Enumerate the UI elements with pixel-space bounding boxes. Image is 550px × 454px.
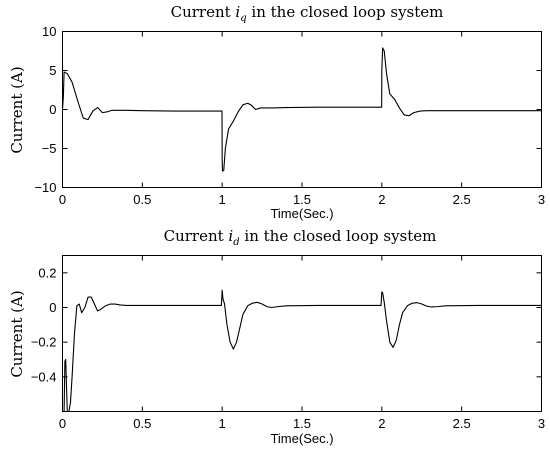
chart-iq-x-tick-label: 1.5 [293, 192, 311, 207]
chart-id-x-axis-label: Time(Sec.) [270, 431, 333, 446]
chart-id-y-tick-label: −0.2 [31, 335, 57, 350]
chart-id-y-tick-label: 0 [49, 300, 56, 315]
chart-iq-x-axis-label: Time(Sec.) [270, 206, 333, 221]
chart-id-x-tick-label: 0.5 [133, 416, 151, 431]
chart-iq-y-tick-label: −5 [42, 141, 57, 156]
chart-id-y-tick-label: −0.4 [31, 369, 57, 384]
chart-iq: Current iq in the closed loop system 0 0.… [8, 3, 545, 221]
chart-iq-y-axis-label: Current (A) [8, 66, 26, 153]
chart-id-x-tick-label: 2 [378, 416, 385, 431]
chart-id: Current id in the closed loop system 0 0.… [8, 227, 545, 446]
chart-iq-y-tick-label: −10 [34, 180, 56, 195]
chart-id-ticks: 0 0.5 1 1.5 2 2.5 3 −0.4 −0.2 0 0.2 [31, 255, 545, 431]
chart-iq-x-tick-label: 1 [219, 192, 226, 207]
chart-id-x-tick-label: 1.5 [293, 416, 311, 431]
chart-id-series-line [63, 289, 542, 412]
chart-iq-ticks: 0 0.5 1 1.5 2 2.5 3 −10 −5 0 5 10 [34, 24, 545, 207]
chart-iq-x-tick-label: 2.5 [453, 192, 471, 207]
chart-iq-x-tick-label: 0.5 [133, 192, 151, 207]
chart-id-title: Current id in the closed loop system [164, 227, 437, 248]
chart-id-x-tick-label: 0 [59, 416, 66, 431]
chart-iq-y-tick-label: 5 [49, 63, 56, 78]
chart-id-x-tick-label: 2.5 [453, 416, 471, 431]
chart-id-y-tick-label: 0.2 [38, 265, 56, 280]
chart-iq-y-tick-label: 10 [42, 24, 56, 39]
chart-id-x-tick-label: 3 [538, 416, 545, 431]
chart-iq-x-tick-label: 3 [538, 192, 545, 207]
chart-iq-title: Current iq in the closed loop system [171, 3, 444, 24]
chart-iq-plot-frame [62, 31, 542, 188]
chart-id-plot-frame [62, 255, 542, 412]
chart-iq-x-tick-label: 2 [378, 192, 385, 207]
chart-id-y-axis-label: Current (A) [8, 290, 26, 377]
chart-iq-y-tick-label: 0 [49, 102, 56, 117]
chart-iq-x-tick-label: 0 [59, 192, 66, 207]
chart-id-x-tick-label: 1 [219, 416, 226, 431]
chart-iq-series-line [62, 47, 542, 172]
